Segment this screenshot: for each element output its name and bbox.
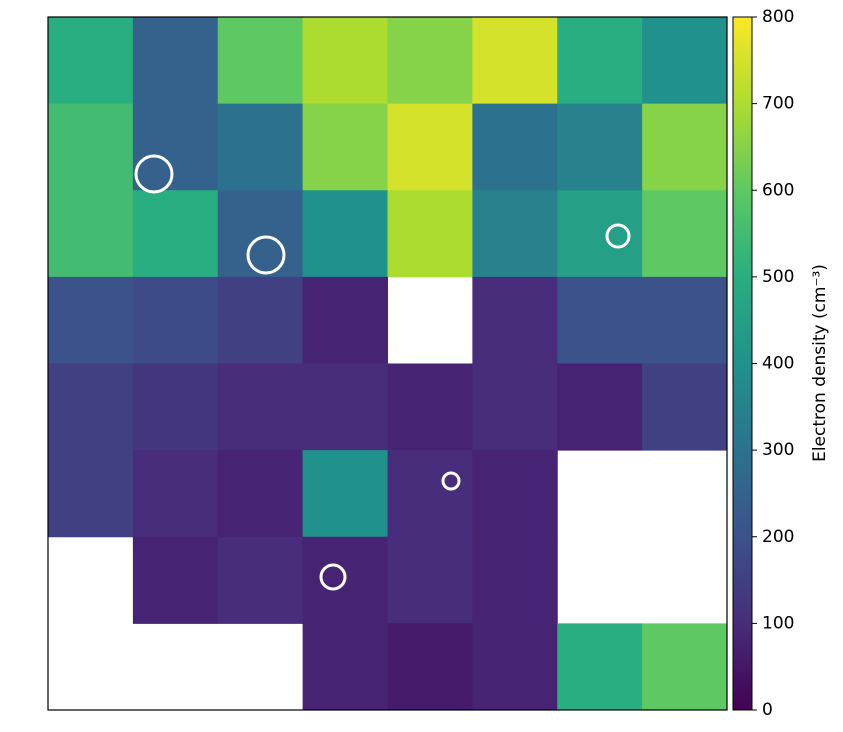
heatmap-cell: [387, 536, 473, 624]
heatmap-cell: [387, 190, 473, 278]
heatmap-cell: [302, 450, 388, 538]
heatmap-cell: [48, 363, 134, 451]
heatmap-cell: [387, 363, 473, 451]
heatmap-cell: [472, 103, 558, 191]
heatmap-cell: [642, 623, 728, 711]
colorbar-tick-label: 100: [762, 613, 794, 633]
heatmap-cell: [642, 190, 728, 278]
heatmap-cell: [302, 363, 388, 451]
colorbar-tick-label: 400: [762, 354, 794, 374]
heatmap-cell: [302, 103, 388, 191]
heatmap-cell: [557, 17, 643, 105]
heatmap-cell: [132, 103, 219, 191]
heatmap-cell: [472, 17, 558, 105]
heatmap-cell: [387, 623, 473, 711]
heatmap-cell: [217, 17, 304, 105]
heatmap-cell: [642, 17, 728, 105]
heatmap-cell: [472, 276, 558, 364]
heatmap-cell: [48, 276, 134, 364]
heatmap: [48, 17, 728, 711]
heatmap-cell: [217, 536, 304, 624]
frame: [47, 16, 728, 711]
heatmap-cell: [217, 276, 304, 364]
heatmap-cell: [557, 103, 643, 191]
heatmap-cell: [217, 450, 304, 538]
heatmap-cell: [472, 190, 558, 278]
heatmap-cell: [472, 536, 558, 624]
heatmap-cell: [472, 363, 558, 451]
region-circle: [246, 235, 286, 275]
heatmap-cell: [48, 103, 134, 191]
heatmap-cell: [302, 276, 388, 364]
heatmap-cell: [472, 623, 558, 711]
colorbar: [732, 16, 753, 711]
heatmap-cell: [557, 623, 643, 711]
region-circle: [134, 154, 174, 194]
heatmap-cell: [132, 536, 219, 624]
colorbar-tick-label: 600: [762, 180, 794, 200]
heatmap-cell: [642, 363, 728, 451]
heatmap-cell: [132, 190, 219, 278]
heatmap-cell: [132, 276, 219, 364]
heatmap-cell: [557, 363, 643, 451]
heatmap-cell: [48, 450, 134, 538]
heatmap-cell: [387, 103, 473, 191]
heatmap-cell: [302, 623, 388, 711]
heatmap-cell: [472, 450, 558, 538]
heatmap-cell: [132, 363, 219, 451]
heatmap-cell: [557, 276, 643, 364]
heatmap-cell: [132, 17, 219, 105]
heatmap-cell: [387, 450, 473, 538]
heatmap-cell: [387, 17, 473, 105]
heatmap-cell: [217, 363, 304, 451]
heatmap-cell: [302, 17, 388, 105]
heatmap-cell: [48, 17, 134, 105]
heatmap-cell: [217, 190, 304, 278]
colorbar-label: Electron density (cm⁻³): [810, 264, 830, 462]
heatmap-cell: [642, 276, 728, 364]
colorbar-tick-label: 500: [762, 267, 794, 287]
heatmap-cell: [48, 190, 134, 278]
colorbar-tick-label: 800: [762, 7, 794, 27]
heatmap-cell: [302, 190, 388, 278]
heatmap-cell: [642, 103, 728, 191]
colorbar-tick-label: 0: [762, 700, 773, 720]
colorbar-tick-label: 200: [762, 527, 794, 547]
colorbar-tick-label: 300: [762, 440, 794, 460]
heatmap-cell: [217, 103, 304, 191]
annotations: [134, 154, 631, 591]
region-circle: [605, 223, 631, 249]
heatmap-cell: [132, 450, 219, 538]
region-circle: [441, 471, 461, 491]
region-circle: [319, 563, 347, 591]
colorbar-tick-label: 700: [762, 94, 794, 114]
